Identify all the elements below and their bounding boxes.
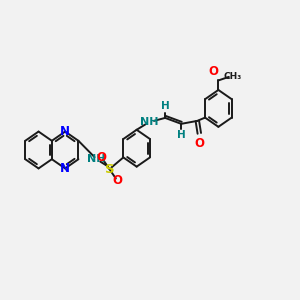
Text: N: N <box>60 162 70 175</box>
Text: S: S <box>105 163 114 176</box>
Text: O: O <box>194 137 204 150</box>
Text: H: H <box>161 101 170 111</box>
Text: NH: NH <box>86 154 105 164</box>
Text: N: N <box>60 125 70 138</box>
Text: NH: NH <box>140 117 158 128</box>
Text: H: H <box>177 130 186 140</box>
Text: O: O <box>208 65 218 78</box>
Text: CH₃: CH₃ <box>224 72 242 81</box>
Text: O: O <box>97 151 106 164</box>
Text: O: O <box>112 174 122 187</box>
